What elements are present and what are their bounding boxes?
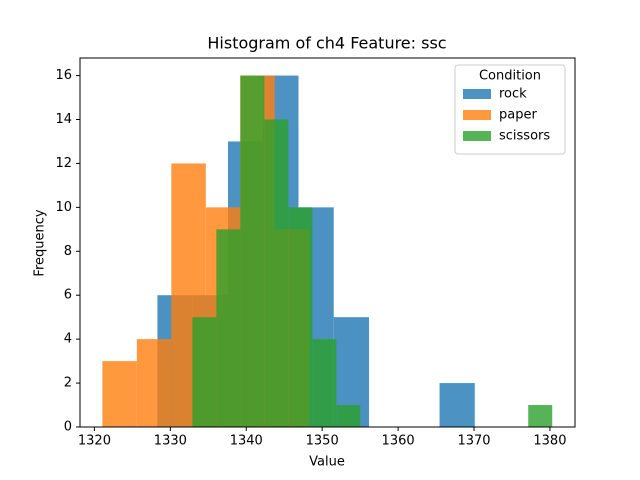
x-tick-label: 1320 [78, 434, 111, 449]
y-tick-label: 8 [64, 244, 72, 259]
x-tick-label: 1340 [230, 434, 263, 449]
y-tick-label: 4 [64, 332, 72, 347]
bar [216, 229, 241, 427]
x-tick-label: 1380 [533, 434, 566, 449]
bar [192, 317, 217, 427]
bar [102, 361, 137, 427]
plot-frame [79, 57, 576, 428]
y-tick-label: 0 [64, 420, 72, 435]
legend-label: paper [499, 108, 537, 123]
bar [240, 75, 265, 428]
x-tick-label: 1370 [457, 434, 490, 449]
y-tick-label: 12 [55, 156, 72, 171]
bar [528, 405, 553, 427]
y-tick-label: 14 [55, 112, 72, 127]
y-tick-label: 10 [55, 200, 72, 215]
bar [264, 119, 289, 427]
legend-swatch [463, 110, 491, 120]
x-tick-label: 1330 [154, 434, 187, 449]
bar [439, 383, 475, 427]
y-tick-label: 16 [55, 68, 72, 83]
legend-swatch [463, 89, 491, 99]
x-tick-label: 1360 [382, 434, 415, 449]
x-axis-label: Value [309, 455, 345, 470]
y-axis-label: Frequency [33, 209, 48, 276]
y-tick-label: 2 [64, 376, 72, 391]
x-tick-label: 1350 [306, 434, 339, 449]
y-tick-label: 6 [64, 288, 72, 303]
series [192, 75, 553, 428]
chart-title: Histogram of ch4 Feature: ssc [207, 34, 446, 53]
bar [312, 339, 337, 427]
bar [336, 405, 361, 427]
bar [136, 339, 172, 427]
legend-swatch [463, 131, 491, 141]
legend-title: Condition [479, 69, 541, 84]
bar [288, 207, 313, 427]
legend-label: rock [499, 87, 527, 102]
legend-label: scissors [499, 129, 550, 144]
